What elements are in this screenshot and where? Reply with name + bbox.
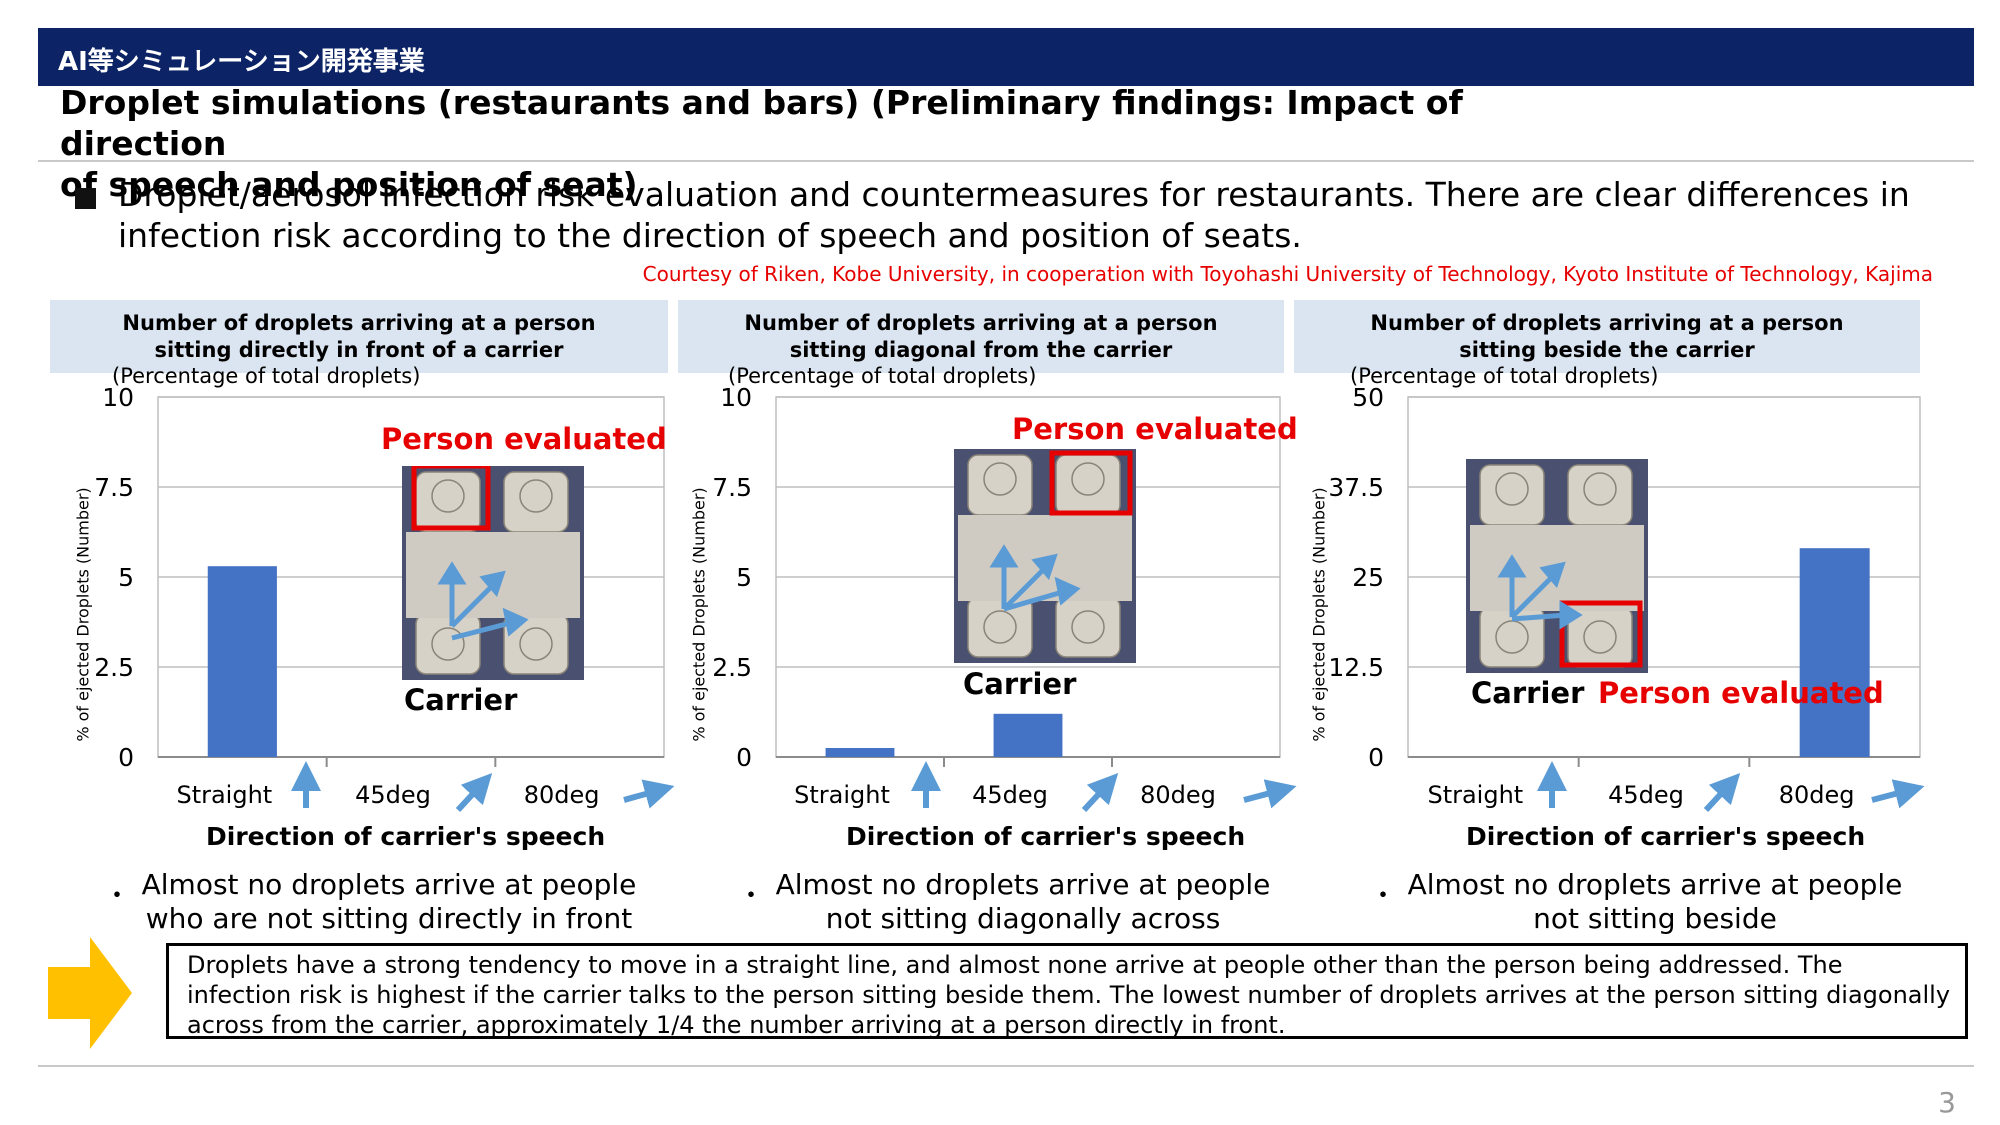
chart-2-svg: 0 2.5 5 7.5 10 Straight 45deg 80deg <box>712 383 1281 809</box>
chart-2-ytick-label: 10 <box>720 383 752 412</box>
panel-2-note-bullet: ・ <box>738 881 765 911</box>
chart-1-ytick-label: 5 <box>118 563 134 592</box>
panel-3-heading-box: Number of droplets arriving at a person … <box>1294 300 1920 373</box>
chart-2-bar-straight <box>825 748 895 757</box>
panel-1-note-bullet: ・ <box>104 881 131 911</box>
panel-3-label-carrier: Carrier <box>1471 676 1585 710</box>
chart-1-svg: 0 2.5 5 7.5 10 Straight 45deg 80deg <box>94 383 665 809</box>
chart-3-ytick-label: 0 <box>1368 743 1384 772</box>
chart-1-xtick-label: 80deg <box>524 781 600 809</box>
seating-illustration-diagonal <box>954 449 1136 663</box>
chart-1-xtick-label: Straight <box>176 781 272 809</box>
conclusion-text: Droplets have a strong tendency to move … <box>187 951 1951 1039</box>
org-label: AI等シミュレーション開発事業 <box>58 47 425 77</box>
chart-3-xtick-label: Straight <box>1427 781 1523 809</box>
bullet-text: Droplet/aerosol infection risk evaluatio… <box>118 175 1910 255</box>
bullet-square-icon <box>75 188 96 209</box>
chart-1-bar-straight <box>207 566 277 757</box>
seating-illustration-front <box>402 466 584 680</box>
chart-3-ytick-label: 37.5 <box>1328 473 1384 502</box>
chart-3-y-title: % of ejected Droplets (Number) <box>1309 487 1329 742</box>
chart-1-y-title: % of ejected Droplets (Number) <box>73 487 93 742</box>
panel-1-label-evaluated: Person evaluated <box>381 422 667 456</box>
footer-divider <box>38 1065 1974 1067</box>
arrow-80deg-3-icon <box>1871 779 1925 809</box>
title-divider <box>38 160 1974 162</box>
arrow-80deg-2-icon <box>1243 779 1297 809</box>
chart-3-ytick-label: 50 <box>1352 383 1384 412</box>
page-number: 3 <box>1938 1086 1956 1119</box>
chart-2-x-title: Direction of carrier's speech <box>846 822 1246 851</box>
arrow-80deg-1-icon <box>623 779 675 809</box>
panel-3-pct-note: (Percentage of total droplets) <box>1350 364 1659 388</box>
chart-3-ytick-label: 25 <box>1352 563 1384 592</box>
chart-3-xtick-label: 45deg <box>1608 781 1684 809</box>
panel-1-pct-note: (Percentage of total droplets) <box>112 364 421 388</box>
chart-3-xtick-label: 80deg <box>1779 781 1855 809</box>
chart-3-ytick-label: 12.5 <box>1328 653 1384 682</box>
chart-2-ytick-label: 7.5 <box>712 473 752 502</box>
panel-2-label-carrier: Carrier <box>963 667 1077 701</box>
panel-2-pct-note: (Percentage of total droplets) <box>728 364 1037 388</box>
seating-illustration-beside <box>1466 459 1648 673</box>
chart-3-x-title: Direction of carrier's speech <box>1466 822 1866 851</box>
arrow-45deg-3-icon <box>1703 772 1741 813</box>
panel-1-heading-box: Number of droplets arriving at a person … <box>50 300 668 373</box>
chart-2-y-title: % of ejected Droplets (Number) <box>689 487 709 742</box>
arrow-45deg-1-icon <box>455 772 493 813</box>
chart-2-xtick-label: 80deg <box>1140 781 1216 809</box>
panel-3-note: Almost no droplets arrive at people not … <box>1407 868 1903 935</box>
courtesy-note: Courtesy of Riken, Kobe University, in c… <box>642 262 1933 286</box>
chart-3-bar-80deg <box>1799 548 1870 757</box>
chart-1-xtick-label: 45deg <box>355 781 431 809</box>
chart-2-ytick-label: 5 <box>736 563 752 592</box>
chart-1-ytick-label: 2.5 <box>94 653 134 682</box>
chart-2-ytick-label: 2.5 <box>712 653 752 682</box>
chart-2-bar-45deg <box>993 713 1063 757</box>
chart-1-ytick-label: 7.5 <box>94 473 134 502</box>
panel-1-heading: Number of droplets arriving at a person … <box>122 311 596 362</box>
panel-3-note-bullet: ・ <box>1370 881 1397 911</box>
chart-1-ytick-label: 10 <box>102 383 134 412</box>
panel-1-label-carrier: Carrier <box>404 683 518 717</box>
panel-2-heading-box: Number of droplets arriving at a person … <box>678 300 1284 373</box>
panel-2-note: Almost no droplets arrive at people not … <box>775 868 1271 935</box>
chart-1-ytick-label: 0 <box>118 743 134 772</box>
panel-2-heading: Number of droplets arriving at a person … <box>744 311 1218 362</box>
speech-direction-arrows <box>291 761 1925 813</box>
panel-2-label-evaluated: Person evaluated <box>1012 412 1298 446</box>
panel-3-label-evaluated: Person evaluated <box>1598 676 1884 710</box>
chart-2-ytick-label: 0 <box>736 743 752 772</box>
chart-3-svg: 0 12.5 25 37.5 50 Straight 45deg 80deg <box>1328 383 1921 809</box>
chart-2-xtick-label: 45deg <box>972 781 1048 809</box>
chart-2-xtick-label: Straight <box>794 781 890 809</box>
panel-3-heading: Number of droplets arriving at a person … <box>1370 311 1844 362</box>
header-banner: AI等シミュレーション開発事業 <box>38 28 1974 86</box>
arrow-45deg-2-icon <box>1081 772 1119 813</box>
chart-1-x-title: Direction of carrier's speech <box>206 822 606 851</box>
conclusion-arrow-icon <box>48 937 132 1049</box>
panel-1-note: Almost no droplets arrive at people who … <box>141 868 637 935</box>
conclusion-box: Droplets have a strong tendency to move … <box>166 943 1968 1039</box>
page-title: Droplet simulations (restaurants and bar… <box>60 83 1463 204</box>
